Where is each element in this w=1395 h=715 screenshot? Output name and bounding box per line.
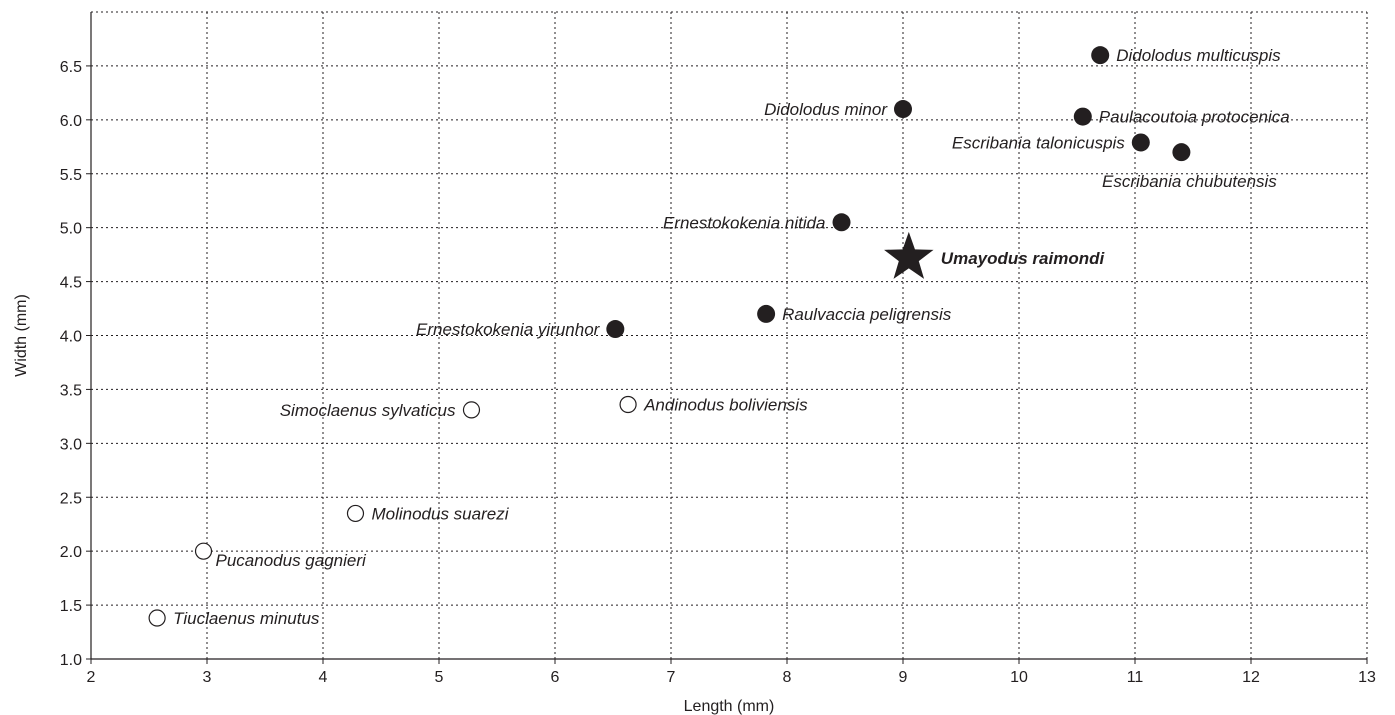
filled-point-ernestokokenia-nitida (832, 213, 851, 232)
y-tick-label: 2.5 (60, 490, 82, 507)
y-tick-label: 3.0 (60, 436, 82, 453)
y-tick-label: 3.5 (60, 382, 82, 399)
x-tick-label: 4 (319, 669, 328, 686)
data-points (148, 46, 1191, 627)
y-tick-label: 6.5 (60, 59, 82, 76)
filled-point-didolodus-multicuspis (1091, 46, 1110, 65)
point-label-simoclaenus-sylvaticus: Simoclaenus sylvaticus (280, 401, 456, 420)
filled-point-escribania-talonicuspis (1131, 133, 1150, 152)
point-label-escribania-talonicuspis: Escribania talonicuspis (952, 133, 1125, 152)
x-tick-label: 5 (435, 669, 444, 686)
x-tick-label: 3 (203, 669, 212, 686)
x-tick-label: 8 (783, 669, 792, 686)
point-label-didolodus-minor: Didolodus minor (764, 100, 888, 119)
filled-point-ernestokokenia-yirunhor (606, 320, 625, 339)
point-labels: Didolodus multicuspis Didolodus minor Paul… (173, 46, 1290, 628)
x-tick-label: 10 (1010, 669, 1028, 686)
y-tick-label: 2.0 (60, 544, 82, 561)
x-tick-label: 13 (1358, 669, 1376, 686)
x-tick-label: 6 (551, 669, 560, 686)
y-tick-label: 1.0 (60, 652, 82, 669)
point-label-molinodus-suarezi: Molinodus suarezi (371, 504, 509, 523)
y-tick-label: 6.0 (60, 113, 82, 130)
star-marker-umayodus-raimondi (884, 231, 934, 279)
x-tick-label: 12 (1242, 669, 1260, 686)
x-tick-label: 11 (1127, 669, 1144, 686)
filled-point-didolodus-minor (894, 100, 912, 119)
point-label-tiuclaenus-minutus: Tiuclaenus minutus (173, 609, 320, 628)
point-label-ernestokokenia-yirunhor: Ernestokokenia yirunhor (416, 320, 601, 339)
y-tick-label: 5.0 (60, 221, 82, 238)
open-point-molinodus-suarezi (346, 504, 365, 523)
axes (86, 12, 1368, 664)
point-label-raulvaccia-peligrensis: Raulvaccia peligrensis (782, 305, 952, 324)
point-label-pucanodus-gagnieri: Pucanodus gagnieri (216, 551, 368, 570)
point-label-umayodus-raimondi: Umayodus raimondi (941, 249, 1106, 268)
x-tick-label: 7 (667, 669, 676, 686)
point-label-andinodus-boliviensis: Andinodus boliviensis (643, 396, 808, 415)
point-label-didolodus-multicuspis: Didolodus multicuspis (1116, 46, 1281, 65)
x-tick-label: 9 (899, 669, 908, 686)
filled-point-paulacoutoia-protocenica (1073, 107, 1092, 126)
filled-point-raulvaccia-peligrensis (757, 304, 776, 323)
y-tick-label: 4.5 (60, 275, 82, 292)
x-tick-label: 2 (87, 669, 96, 686)
open-point-simoclaenus-sylvaticus (462, 401, 481, 419)
y-axis-title: Width (mm) (13, 294, 30, 377)
filled-point-escribania-chubutensis (1172, 143, 1191, 162)
y-tick-label: 1.5 (60, 598, 82, 615)
open-point-andinodus-boliviensis (619, 395, 637, 414)
point-label-ernestokokenia-nitida: Ernestokokenia nitida (663, 213, 826, 232)
open-point-tiuclaenus-minutus (148, 609, 166, 627)
point-label-escribania-chubutensis: Escribania chubutensis (1102, 172, 1277, 191)
tick-labels: 2 3 4 5 6 7 8 9 10 11 12 13 1.0 1.5 2.0 2.5 3.0 3.5 4.0 4.5… (60, 59, 1376, 686)
x-axis-title: Length (mm) (684, 698, 775, 715)
point-label-paulacoutoia-protocenica: Paulacoutoia protocenica (1099, 108, 1290, 127)
open-point-pucanodus-gagnieri (194, 542, 213, 560)
y-tick-label: 5.5 (60, 167, 82, 184)
y-tick-label: 4.0 (60, 329, 82, 346)
